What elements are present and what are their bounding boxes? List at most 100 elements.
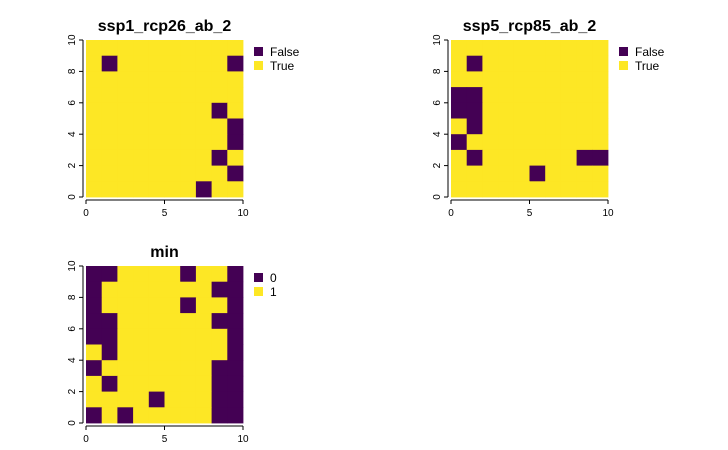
raster-cell	[545, 118, 562, 135]
raster-cell	[545, 165, 562, 182]
raster-cell	[482, 181, 499, 198]
x-tick-label: 0	[448, 208, 454, 219]
raster-cell	[195, 297, 212, 314]
raster-cell	[211, 165, 228, 182]
raster-cell	[101, 328, 118, 345]
raster-cell	[133, 328, 150, 345]
y-tick-label: 4	[67, 357, 78, 363]
raster-cell	[86, 134, 103, 151]
raster-cell	[560, 149, 577, 166]
raster-cell	[86, 165, 103, 182]
raster-cell	[592, 102, 609, 119]
y-tick-label: 2	[67, 388, 78, 394]
raster-cell	[513, 118, 530, 135]
raster-cell	[148, 407, 165, 424]
raster-cell	[576, 181, 593, 198]
raster-cell	[101, 149, 118, 166]
raster-cell	[451, 118, 468, 135]
raster-cell	[498, 134, 515, 151]
raster-cell	[101, 375, 118, 392]
legend-label: False	[635, 45, 665, 59]
plot-title: ssp5_rcp85_ab_2	[463, 18, 597, 35]
raster-cell	[101, 134, 118, 151]
raster-cell	[227, 149, 244, 166]
raster-cell	[195, 375, 212, 392]
raster-cell	[195, 313, 212, 330]
raster-cell	[227, 102, 244, 119]
legend-label: True	[270, 59, 295, 73]
raster-cell	[133, 391, 150, 408]
raster-cell	[180, 181, 197, 198]
raster-cell	[545, 181, 562, 198]
y-tick-label: 8	[432, 68, 443, 74]
raster-cell	[117, 328, 134, 345]
raster-cell	[180, 102, 197, 119]
y-tick-label: 6	[67, 100, 78, 106]
y-tick-label: 10	[432, 34, 443, 46]
raster-cell	[576, 55, 593, 72]
raster-cell	[148, 181, 165, 198]
raster-cell	[101, 87, 118, 104]
raster-cell	[529, 71, 546, 88]
raster-cell	[195, 344, 212, 361]
raster-cell	[451, 102, 468, 119]
raster-cell	[529, 149, 546, 166]
raster-cell	[117, 40, 134, 57]
raster-cell	[211, 87, 228, 104]
raster-cell	[195, 360, 212, 377]
raster-cell	[117, 313, 134, 330]
raster-cell	[164, 344, 181, 361]
raster-cell	[117, 118, 134, 135]
y-tick-label: 6	[432, 100, 443, 106]
raster-cell	[148, 281, 165, 298]
raster-cell	[117, 266, 134, 283]
raster-cell	[101, 118, 118, 135]
legend-swatch	[254, 287, 263, 296]
raster-cell	[466, 71, 483, 88]
raster-cell	[592, 118, 609, 135]
raster-cell	[211, 55, 228, 72]
raster-cell	[195, 391, 212, 408]
raster-cell	[195, 40, 212, 57]
raster-cell	[101, 102, 118, 119]
raster-cell	[164, 87, 181, 104]
raster-cell	[180, 134, 197, 151]
x-tick-label: 10	[602, 208, 614, 219]
raster-cell	[133, 297, 150, 314]
raster-cell	[211, 181, 228, 198]
raster-cell	[560, 40, 577, 57]
raster-cell	[86, 55, 103, 72]
raster-cell	[164, 40, 181, 57]
raster-cell	[592, 165, 609, 182]
raster-cell	[560, 87, 577, 104]
raster-cell	[195, 71, 212, 88]
raster-cell	[211, 313, 228, 330]
raster-cell	[164, 375, 181, 392]
raster-cell	[227, 87, 244, 104]
raster-cell	[195, 165, 212, 182]
raster-cell	[86, 102, 103, 119]
raster-cell	[180, 266, 197, 283]
raster-cell	[498, 181, 515, 198]
raster-cell	[164, 55, 181, 72]
raster-cell	[545, 87, 562, 104]
legend-label: 0	[270, 271, 277, 285]
raster-cell	[576, 102, 593, 119]
raster-cell	[560, 102, 577, 119]
raster-cell	[180, 87, 197, 104]
raster-cell	[560, 165, 577, 182]
raster-cell	[180, 165, 197, 182]
raster-cell	[180, 344, 197, 361]
raster-cell	[86, 266, 103, 283]
raster-cell	[227, 328, 244, 345]
raster-cell	[133, 118, 150, 135]
raster-cell	[164, 71, 181, 88]
raster-cell	[164, 281, 181, 298]
raster-cell	[451, 55, 468, 72]
raster-cell	[86, 391, 103, 408]
raster-cell	[133, 375, 150, 392]
raster-cell	[101, 266, 118, 283]
raster-cell	[86, 149, 103, 166]
legend-swatch	[254, 273, 263, 282]
